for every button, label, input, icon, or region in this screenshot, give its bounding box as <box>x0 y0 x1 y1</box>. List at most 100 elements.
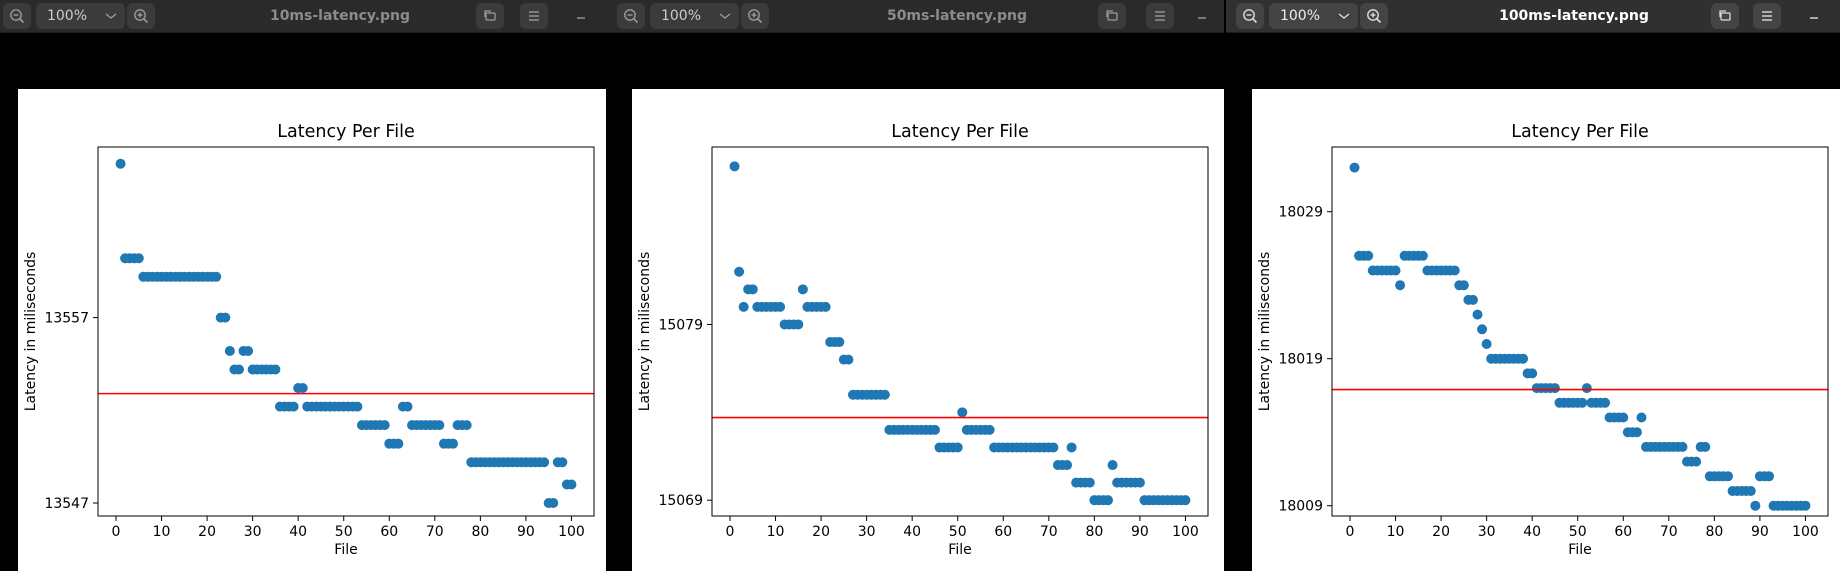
zoom-out-icon <box>1243 9 1258 24</box>
data-point <box>1349 162 1360 173</box>
zoom-in-button[interactable] <box>741 3 769 29</box>
data-point <box>1581 383 1592 394</box>
rotate-icon <box>1719 10 1731 21</box>
data-point <box>879 389 890 400</box>
header-bar: 100% 100ms-latency.png <box>1226 0 1840 33</box>
data-point <box>1800 500 1811 511</box>
y-tick-label: 13557 <box>44 311 89 327</box>
zoom-selector[interactable]: 100% <box>36 3 125 29</box>
data-point <box>1363 250 1374 261</box>
x-tick-label: 20 <box>198 524 216 540</box>
image-viewport[interactable]: Latency Per File 0 10 20 30 40 50 60 70 80 90 100 13… <box>0 33 607 571</box>
zoom-out-button[interactable] <box>1236 3 1264 29</box>
x-tick-label: 0 <box>726 524 735 540</box>
data-point <box>1107 460 1118 471</box>
header-bar: 100% 10ms-latency.png <box>0 0 607 33</box>
x-tick-label: 20 <box>812 524 830 540</box>
data-point <box>820 301 831 312</box>
data-point <box>1600 397 1611 408</box>
x-tick-label: 50 <box>1569 524 1587 540</box>
data-point <box>297 383 308 394</box>
data-point <box>1395 280 1406 291</box>
x-tick-label: 50 <box>949 524 967 540</box>
plot-frame <box>1331 146 1829 517</box>
y-axis-label: Latency in miliseconds <box>23 252 39 412</box>
x-tick-label: 70 <box>1040 524 1058 540</box>
data-point <box>224 345 235 356</box>
data-point <box>1618 412 1629 423</box>
chart-title: Latency Per File <box>1511 122 1648 142</box>
zoom-in-button[interactable] <box>127 3 155 29</box>
data-point <box>797 284 808 295</box>
data-point <box>984 424 995 435</box>
data-point <box>952 442 963 453</box>
x-tick-label: 10 <box>1387 524 1405 540</box>
main-menu-button[interactable] <box>520 3 548 29</box>
x-tick-label: 90 <box>1131 524 1149 540</box>
zoom-selector[interactable]: 100% <box>1269 3 1358 29</box>
x-tick-label: 80 <box>1705 524 1723 540</box>
data-point <box>1750 500 1761 511</box>
window-title: 10ms-latency.png <box>269 8 411 24</box>
zoom-out-button[interactable] <box>617 3 645 29</box>
chevron-down-icon <box>1338 13 1350 19</box>
x-tick-label: 30 <box>244 524 262 540</box>
minimize-button[interactable] <box>567 3 595 29</box>
plot-frame <box>711 146 1209 517</box>
zoom-level: 100% <box>1279 8 1321 24</box>
main-menu-button[interactable] <box>1146 3 1174 29</box>
zoom-in-button[interactable] <box>1360 3 1388 29</box>
main-menu-button[interactable] <box>1753 3 1781 29</box>
chevron-down-icon <box>105 13 117 19</box>
rotate-icon <box>484 10 496 21</box>
x-tick-label: 20 <box>1432 524 1450 540</box>
y-tick-label: 15079 <box>658 317 703 333</box>
window-title: 50ms-latency.png <box>886 8 1028 24</box>
image-viewport[interactable]: Latency Per File 0 10 20 30 40 50 60 70 80 90 100 18… <box>1226 33 1840 571</box>
data-point <box>548 498 559 509</box>
data-point <box>133 253 144 264</box>
data-point <box>539 457 550 468</box>
data-point <box>929 424 940 435</box>
data-point <box>557 457 568 468</box>
zoom-out-button[interactable] <box>3 3 31 29</box>
rotate-button[interactable] <box>1711 3 1739 29</box>
y-tick-label: 18019 <box>1278 352 1323 368</box>
zoom-selector[interactable]: 100% <box>650 3 739 29</box>
data-point <box>1134 477 1145 488</box>
data-point <box>461 420 472 431</box>
data-point <box>1458 280 1469 291</box>
zoom-in-icon <box>748 9 763 24</box>
minimize-icon <box>1810 17 1818 19</box>
data-point <box>1691 456 1702 467</box>
data-point <box>402 401 413 412</box>
minimize-button[interactable] <box>1188 3 1216 29</box>
data-point <box>393 438 404 449</box>
hamburger-icon <box>1762 11 1772 21</box>
data-point <box>566 479 577 490</box>
data-point <box>1723 471 1734 482</box>
y-tick-label: 18009 <box>1278 499 1323 515</box>
scatter-chart: Latency Per File 0 10 20 30 40 50 60 70 80 90 100 18… <box>1257 122 1829 558</box>
chevron-down-icon <box>719 13 731 19</box>
data-point <box>211 271 222 282</box>
x-tick-label: 40 <box>1523 524 1541 540</box>
data-point <box>243 345 254 356</box>
y-tick-label: 13547 <box>44 496 89 512</box>
data-point <box>1449 265 1460 276</box>
rotate-button[interactable] <box>1098 3 1126 29</box>
image-viewport[interactable]: Latency Per File 0 10 20 30 40 50 60 70 80 90 100 15… <box>607 33 1224 571</box>
x-tick-label: 0 <box>1346 524 1355 540</box>
x-tick-label: 60 <box>1614 524 1632 540</box>
x-tick-label: 70 <box>1660 524 1678 540</box>
zoom-level: 100% <box>660 8 702 24</box>
hamburger-icon <box>1155 11 1165 21</box>
rotate-button[interactable] <box>476 3 504 29</box>
zoom-in-icon <box>1367 9 1382 24</box>
data-point <box>1700 441 1711 452</box>
scatter-chart: Latency Per File 0 10 20 30 40 50 60 70 80 90 100 13… <box>23 122 595 558</box>
x-axis-label: File <box>948 542 971 558</box>
minimize-button[interactable] <box>1800 3 1828 29</box>
x-tick-label: 90 <box>1751 524 1769 540</box>
data-point <box>1577 397 1588 408</box>
